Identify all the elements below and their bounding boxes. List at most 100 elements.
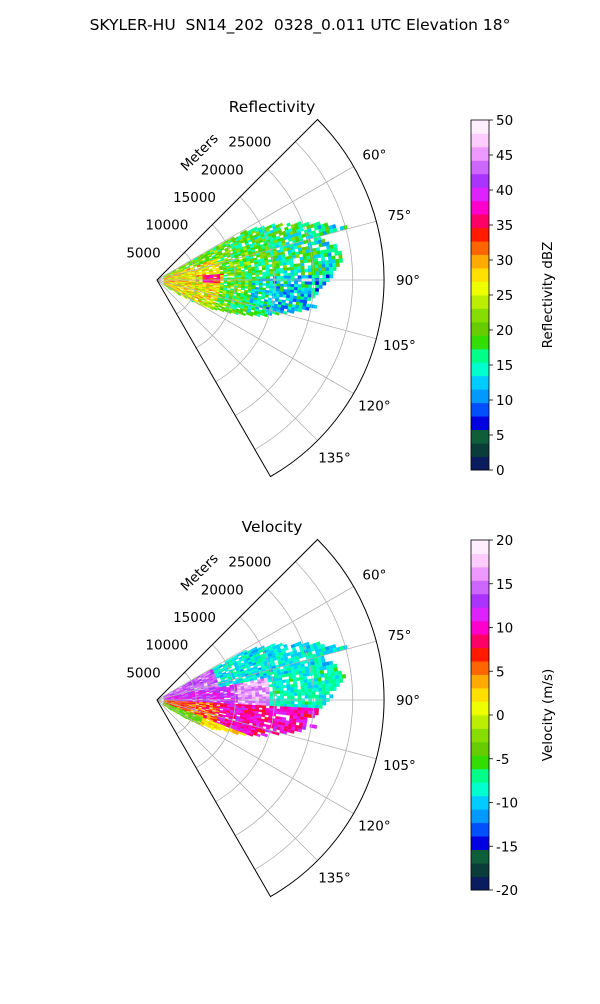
azimuth-tick-label: 120°	[358, 399, 391, 415]
echo-cell	[245, 277, 249, 279]
colorbar-segment	[471, 174, 489, 188]
colorbar-segment	[471, 160, 489, 174]
echo-cell	[283, 712, 287, 715]
echo-cell	[326, 687, 330, 691]
echo-cell	[273, 286, 277, 289]
echo-cell	[319, 695, 323, 699]
echo-cell	[315, 288, 319, 292]
echo-cell	[285, 674, 289, 677]
echo-cell	[292, 255, 296, 259]
echo-cell	[283, 685, 287, 688]
echo-cell	[175, 701, 179, 702]
echo-cell	[252, 693, 256, 695]
echo-cell	[287, 281, 291, 284]
echo-cell	[300, 680, 304, 684]
echo-cell	[298, 309, 302, 313]
echo-cell	[314, 675, 318, 679]
echo-cell	[279, 263, 283, 266]
azimuth-tick-label: 90°	[396, 273, 420, 289]
echo-cell	[332, 676, 336, 680]
echo-cell	[301, 702, 305, 705]
echo-cell	[175, 279, 179, 280]
echo-cell	[324, 253, 328, 257]
echo-cell	[284, 281, 288, 284]
echo-cell	[305, 285, 309, 288]
echo-cell	[325, 680, 329, 684]
echo-cell	[263, 283, 267, 285]
colorbar-segment	[471, 540, 489, 554]
echo-cell	[301, 291, 305, 294]
echo-cell	[192, 280, 196, 281]
echo-cell	[287, 693, 291, 696]
echo-cell	[291, 701, 295, 704]
colorbar-tick-label: 20	[496, 533, 513, 549]
colorbar-segment	[471, 553, 489, 567]
echo-cell	[262, 690, 266, 693]
echo-cell	[336, 259, 340, 263]
echo-cell	[185, 699, 189, 700]
echo-cell	[308, 285, 312, 288]
colorbar-segment	[471, 376, 489, 390]
echo-cell	[266, 687, 270, 690]
colorbar-segment	[471, 255, 489, 269]
echo-cell	[273, 694, 277, 697]
echo-cell	[322, 684, 326, 688]
echo-cell	[324, 673, 328, 677]
echo-cell	[323, 702, 327, 706]
echo-cell	[317, 254, 321, 258]
echo-cell	[266, 701, 270, 703]
echo-cell	[224, 272, 228, 274]
echo-cell	[252, 697, 256, 699]
echo-cell	[315, 708, 319, 712]
echo-cell	[287, 685, 291, 688]
echo-cell	[261, 297, 265, 300]
azimuth-tick-label: 105°	[383, 758, 416, 774]
echo-cell	[301, 711, 305, 714]
colorbar-segment	[471, 877, 489, 891]
colorbar-segment	[471, 403, 489, 417]
echo-cell	[273, 284, 277, 287]
echo-cell	[245, 697, 249, 699]
echo-cell	[281, 674, 285, 677]
echo-cell	[307, 259, 311, 263]
echo-cell	[304, 291, 308, 295]
echo-cell	[275, 299, 279, 302]
echo-cell	[333, 687, 337, 691]
echo-cell	[256, 703, 260, 705]
echo-cell	[319, 702, 323, 706]
echo-cell	[269, 692, 273, 695]
echo-cell	[231, 698, 235, 700]
echo-cell	[298, 269, 302, 272]
colorbar-segment	[471, 214, 489, 228]
echo-cell	[305, 695, 309, 698]
echo-cell	[209, 706, 213, 708]
colorbar-segment	[471, 594, 489, 608]
echo-cell	[237, 713, 241, 715]
colorbar-label: Velocity (m/s)	[540, 669, 556, 762]
colorbar-segment	[471, 661, 489, 675]
echo-cell	[301, 689, 305, 692]
echo-cell	[313, 305, 317, 309]
echo-cell	[294, 704, 298, 707]
echo-cell	[336, 679, 340, 683]
echo-cell	[305, 702, 309, 705]
echo-cell	[284, 693, 288, 696]
echo-cell	[322, 271, 326, 275]
echo-cell	[230, 690, 234, 692]
colorbar-segment	[471, 648, 489, 662]
range-tick-label: 25000	[228, 555, 271, 571]
colorbar-tick-label: 30	[496, 253, 513, 269]
echo-cell	[213, 269, 217, 271]
echo-cell	[307, 256, 311, 260]
echo-cell	[328, 252, 332, 256]
echo-cell	[273, 704, 277, 707]
echo-cell	[256, 281, 260, 283]
echo-cell	[238, 286, 242, 288]
echo-cell	[328, 672, 332, 676]
echo-cell	[252, 277, 256, 279]
echo-cell	[287, 290, 291, 293]
echo-cell	[301, 272, 305, 275]
echo-cell	[266, 283, 270, 286]
colorbar-segment	[471, 607, 489, 621]
echo-cell	[301, 288, 305, 291]
